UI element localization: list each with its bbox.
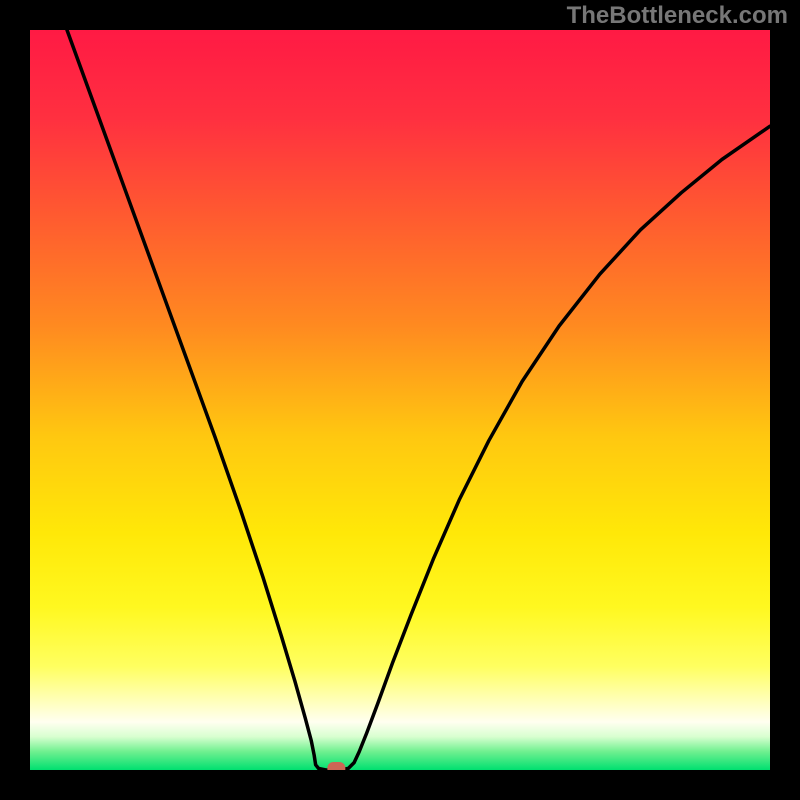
frame-right [770,0,800,800]
bottleneck-chart [0,0,800,800]
frame-bottom [0,770,800,800]
frame-left [0,0,30,800]
watermark-text: TheBottleneck.com [567,2,788,30]
gradient-background [30,30,770,770]
